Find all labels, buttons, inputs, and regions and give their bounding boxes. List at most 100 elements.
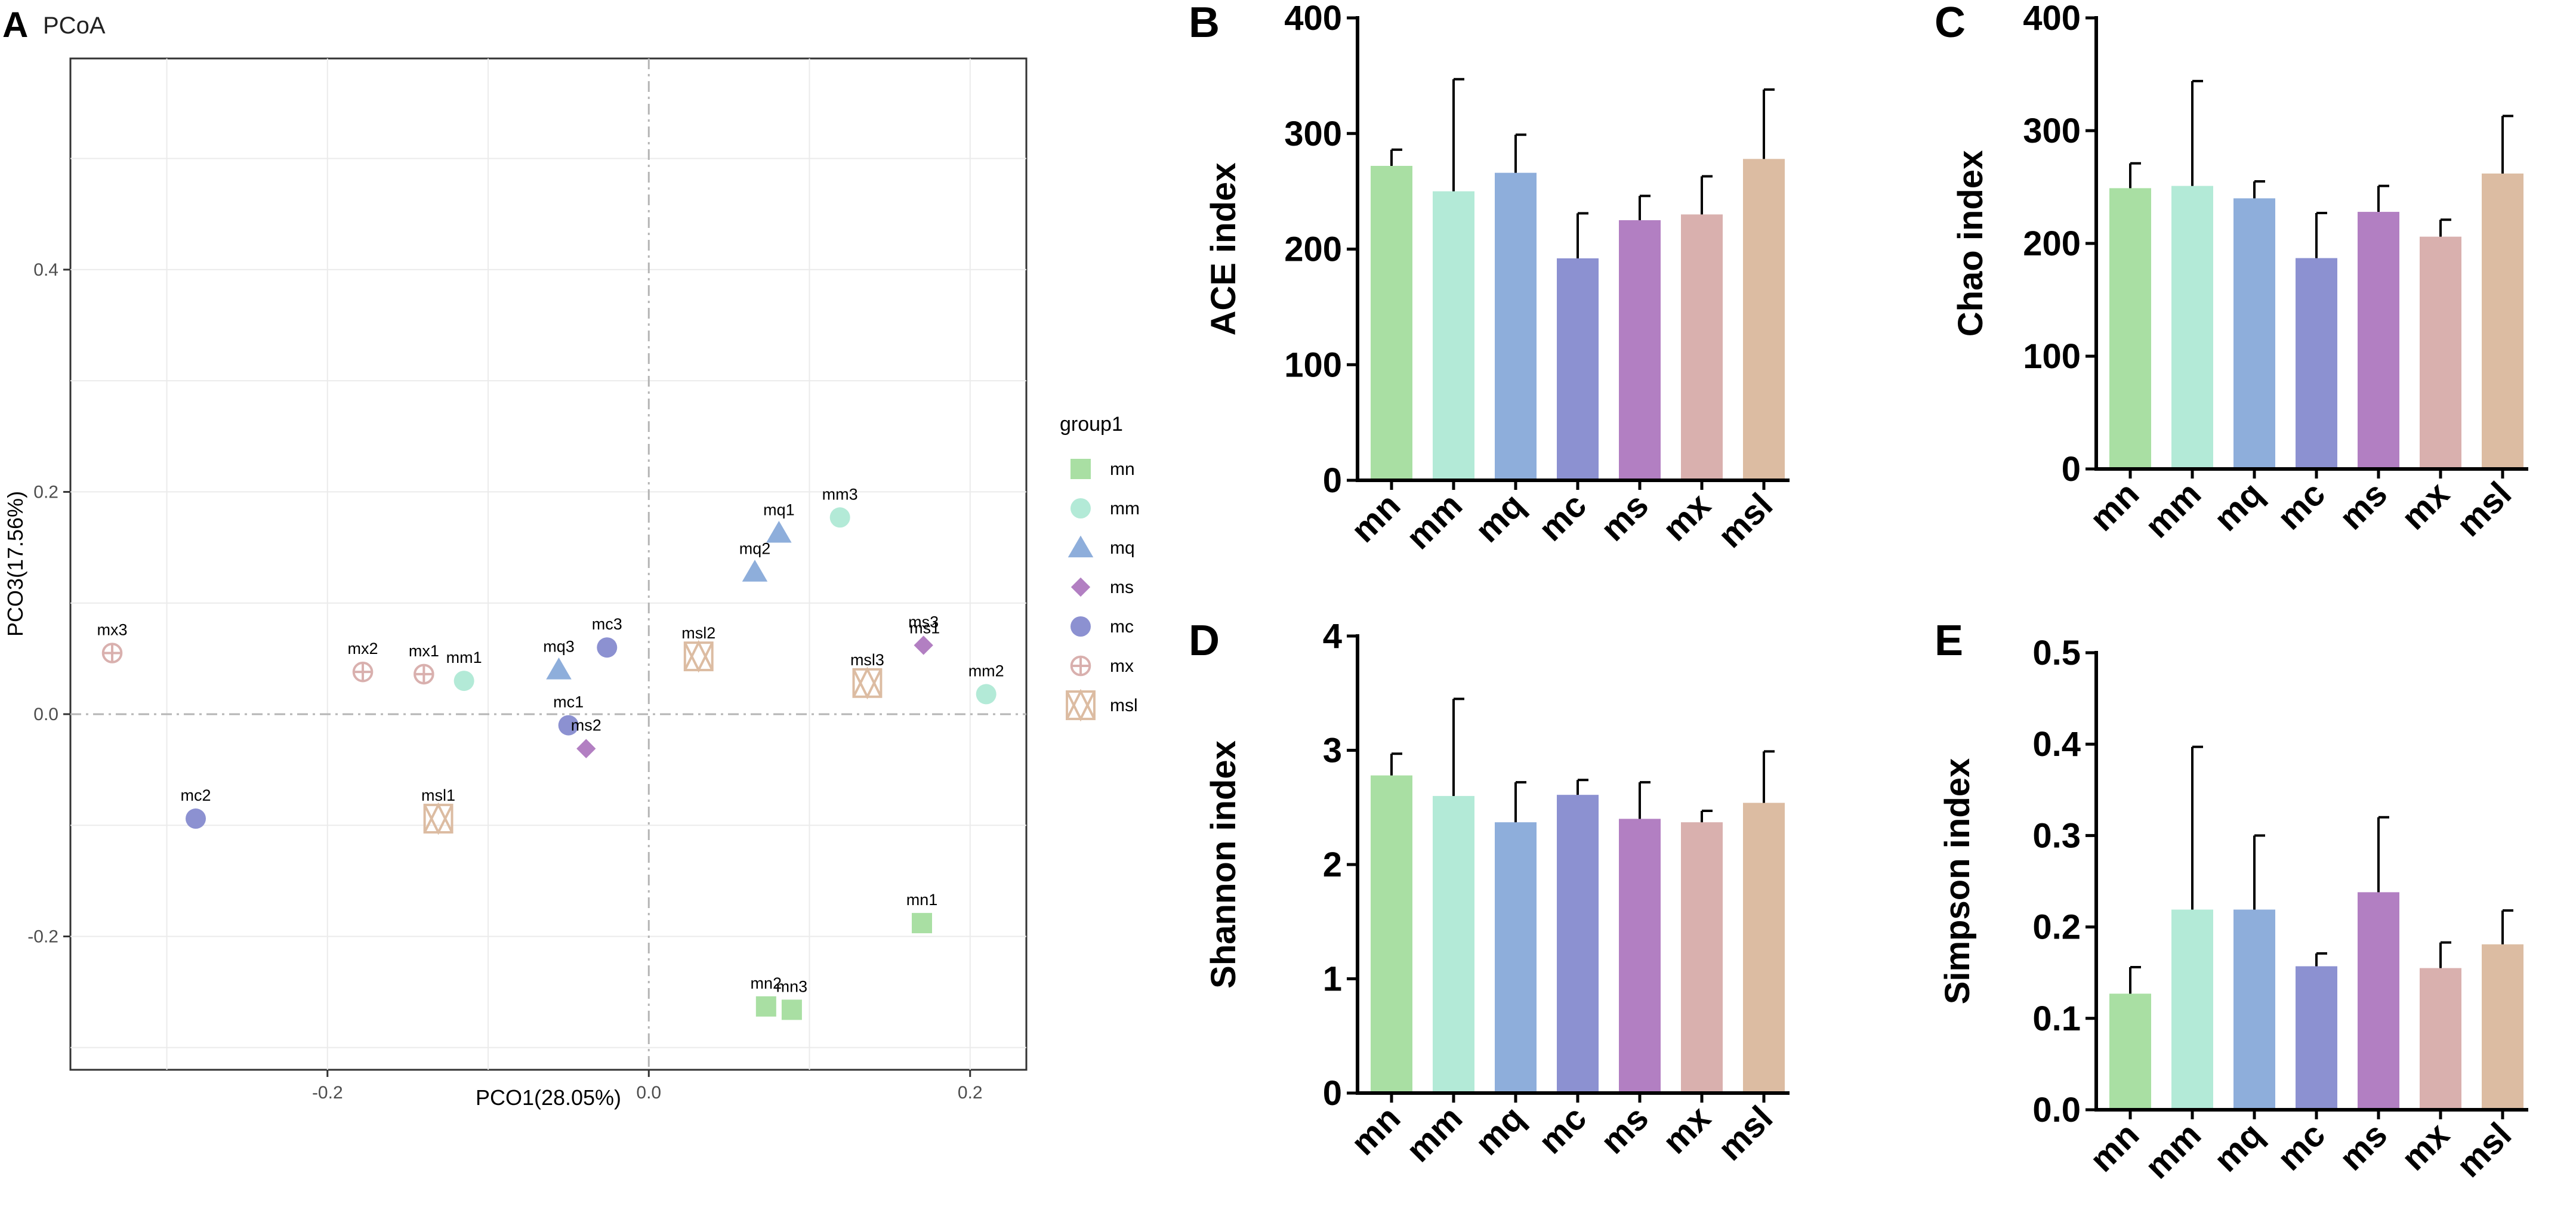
bar-x-tick-label: mx: [1655, 1098, 1718, 1161]
pcoa-point-msl3: [852, 666, 883, 700]
pcoa-point-label: ms2: [571, 717, 601, 734]
pcoa-point-label: mc1: [553, 693, 584, 711]
bar-x-tick-label: mn: [2083, 474, 2146, 538]
panel-label-d: D: [1189, 617, 1220, 665]
pcoa-point-label: mq1: [763, 501, 795, 518]
bar-mq: [1495, 822, 1537, 1093]
bar-mm: [1433, 796, 1474, 1093]
bar-x-tick-label: mm: [1399, 1098, 1470, 1169]
msl-marker-tri-down: [423, 804, 454, 835]
bar-x-tick-label: mc: [2270, 1115, 2333, 1178]
msl-marker-tri-down: [852, 668, 883, 700]
bar-y-tick-label: 0.4: [2032, 725, 2081, 764]
bar-y-axis-label: ACE index: [1204, 162, 1243, 335]
bar-x-tick-label: mq: [1468, 486, 1532, 550]
msl-marker-tri-up: [1066, 689, 1096, 720]
bar-mm: [2171, 909, 2213, 1110]
bar-ms: [2358, 212, 2399, 469]
bar-msl: [2482, 173, 2523, 469]
panel-label-b: B: [1189, 0, 1220, 47]
panel-label-a: A: [2, 5, 28, 45]
bar-x-tick-label: mm: [1399, 486, 1470, 557]
msl-marker-tri-up: [423, 802, 454, 833]
pcoa-y-tick-label: 0.0: [33, 705, 58, 724]
legend-label-ms: ms: [1110, 578, 1134, 597]
pcoa-point-label: mc2: [181, 786, 211, 804]
legend-key-mm: [1070, 498, 1091, 518]
pcoa-point-label: ms3: [908, 613, 939, 631]
bar-x-tick-label: mq: [2207, 1115, 2270, 1179]
msl-marker-tri-up: [684, 640, 714, 671]
pcoa-legend: group1 mn mm mq ms mc mx msl: [1060, 413, 1140, 722]
bar-mc: [2296, 966, 2337, 1110]
bar-mq: [2233, 198, 2275, 469]
pcoa-y-tick-label: 0.2: [33, 482, 58, 502]
legend-key-ms: [1070, 577, 1091, 597]
pcoa-x-axis-label: PCO1(28.05%): [476, 1085, 621, 1110]
msl-marker-tri-down: [1066, 691, 1096, 722]
bar-mx: [1681, 214, 1723, 480]
bar-y-tick-label: 0.0: [2032, 1091, 2081, 1129]
bar-x-tick-label: ms: [1593, 1098, 1656, 1161]
pcoa-point-mm1: [454, 671, 474, 692]
legend-key-msl: [1066, 689, 1096, 722]
pcoa-x-tick-label: 0.2: [958, 1083, 983, 1103]
pcoa-point-label: mx3: [97, 621, 127, 639]
pcoa-point-label: mq3: [543, 637, 575, 655]
bar-mc: [2296, 258, 2337, 469]
bar-x-tick-label: mx: [2394, 474, 2457, 537]
bar-y-tick-label: 0: [2062, 450, 2081, 489]
bar-ms: [2358, 892, 2399, 1110]
bar-msl: [2482, 944, 2523, 1110]
legend-title: group1: [1060, 413, 1123, 436]
pcoa-point-label: mn2: [751, 974, 782, 992]
bar-y-tick-label: 0: [1323, 461, 1342, 500]
pcoa-point-mn2: [755, 996, 776, 1017]
bar-mx: [1681, 822, 1723, 1093]
pcoa-point-ms2: [576, 739, 596, 758]
pcoa-point-label-overlap: ms1: [909, 619, 940, 637]
legend-label-mc: mc: [1110, 617, 1134, 637]
bar-y-tick-label: 4: [1323, 617, 1342, 656]
bar-x-tick-label: mm: [2137, 1115, 2208, 1186]
pcoa-title: PCoA: [43, 13, 106, 39]
pcoa-point-msl1: [423, 802, 454, 835]
pcoa-point-mm3: [829, 507, 850, 528]
pcoa-point-label: mm1: [446, 649, 482, 666]
bar-mx: [2420, 968, 2461, 1110]
pcoa-point-mc1: [558, 715, 579, 736]
legend-key-mx: [1070, 655, 1091, 677]
pcoa-point-label: mc3: [592, 615, 622, 633]
legend-label-msl: msl: [1110, 696, 1138, 715]
bar-x-tick-label: msl: [2449, 474, 2519, 544]
bar-y-tick-label: 3: [1323, 731, 1342, 770]
pcoa-point-ms3: [914, 635, 933, 655]
bar-mn: [2109, 188, 2151, 469]
legend-key-mq: [1068, 535, 1094, 558]
bar-mq: [1495, 172, 1537, 480]
bar-y-tick-label: 400: [1284, 0, 1342, 38]
bar-y-tick-label: 300: [2023, 112, 2081, 150]
bar-mc: [1557, 258, 1599, 480]
legend-label-mm: mm: [1110, 499, 1140, 518]
bar-x-tick-label: mn: [2083, 1115, 2146, 1179]
pcoa-x-tick-label: 0.0: [636, 1083, 661, 1103]
bar-x-tick-label: mq: [2207, 474, 2270, 538]
bar-ms: [1619, 220, 1661, 480]
pcoa-y-tick-label: -0.2: [27, 927, 58, 946]
pcoa-point-mc3: [597, 637, 618, 658]
bar-msl: [1743, 159, 1785, 480]
pcoa-point-label: mx2: [348, 640, 378, 658]
pcoa-y-tick-label: 0.4: [33, 260, 58, 280]
bar-x-tick-label: msl: [1711, 486, 1781, 555]
bar-msl: [1743, 802, 1785, 1093]
bar-x-tick-label: msl: [1711, 1098, 1781, 1168]
pcoa-point-label: mq2: [739, 540, 771, 558]
bar-y-tick-label: 0: [1323, 1074, 1342, 1113]
bar-x-tick-label: ms: [2332, 474, 2395, 537]
pcoa-plot-area: [69, 57, 1028, 1071]
bar-mq: [2233, 909, 2275, 1110]
